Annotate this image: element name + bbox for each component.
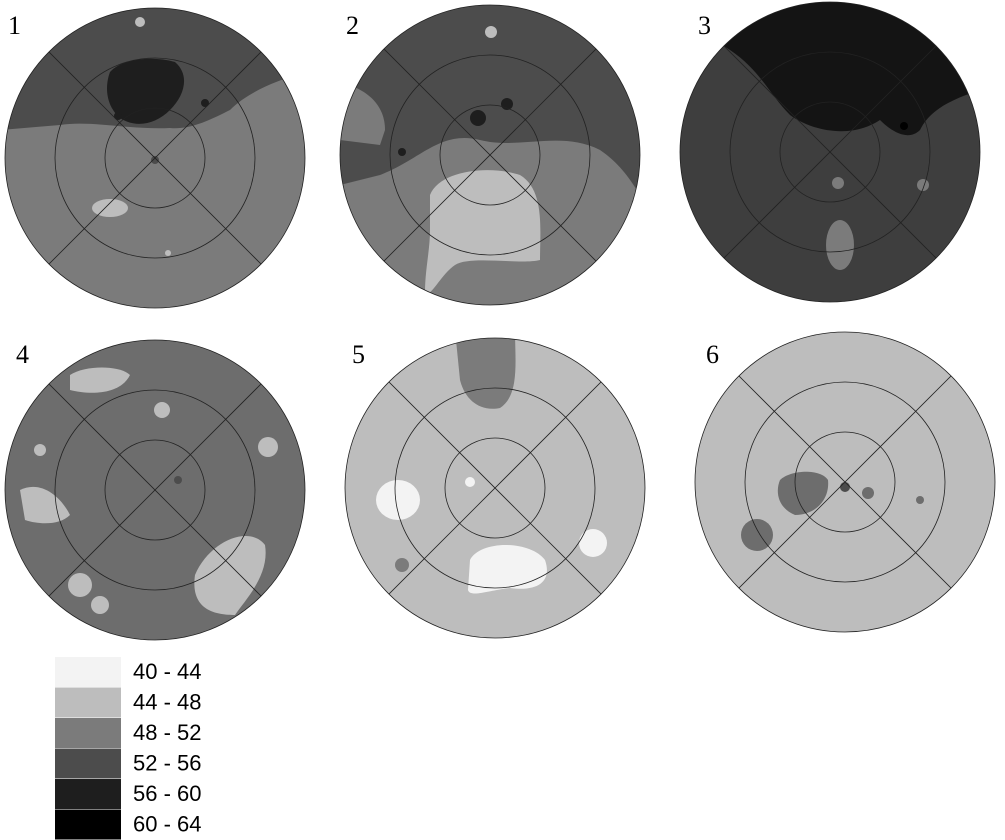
spoke	[738, 375, 952, 589]
ring	[54, 389, 256, 591]
legend-swatch	[55, 657, 121, 687]
rim	[694, 331, 996, 633]
spoke	[723, 45, 937, 259]
legend-label: 52 - 56	[133, 750, 202, 775]
polar-grid	[679, 1, 981, 303]
legend-swatch	[55, 748, 121, 779]
ring	[54, 57, 256, 259]
legend-swatch	[55, 809, 121, 840]
legend-swatch	[55, 687, 121, 718]
ring	[389, 54, 591, 256]
legend-label: 44 - 48	[133, 689, 202, 714]
spoke	[48, 51, 262, 265]
polar-grid	[339, 4, 641, 306]
legend: 40 - 44 44 - 48 48 - 52 52 - 56 56 - 60 60 - …	[55, 657, 202, 840]
spoke	[383, 48, 597, 262]
polar-grid	[4, 7, 306, 309]
spoke	[48, 383, 262, 597]
legend-label: 56 - 60	[133, 781, 202, 806]
rim	[4, 339, 306, 641]
legend-label: 60 - 64	[133, 811, 202, 836]
legend-label: 40 - 44	[133, 659, 202, 684]
ring	[104, 107, 206, 209]
legend-label: 48 - 52	[133, 720, 202, 745]
panel-label: 6	[706, 340, 719, 369]
ring	[729, 51, 931, 253]
ring	[104, 439, 206, 541]
ring	[394, 387, 596, 589]
legend-swatch	[55, 779, 121, 809]
ring	[439, 104, 541, 206]
rim	[339, 4, 641, 306]
rim	[679, 1, 981, 303]
panel-label: 5	[352, 340, 365, 369]
legend-swatch	[55, 718, 121, 748]
polar-grid	[344, 337, 646, 639]
polar-grid	[4, 339, 306, 641]
panel-label: 3	[698, 11, 711, 40]
ring	[744, 381, 946, 583]
rim	[4, 7, 306, 309]
spoke	[388, 381, 602, 595]
rim	[344, 337, 646, 639]
ring	[444, 437, 546, 539]
ring	[794, 431, 896, 533]
ring	[779, 101, 881, 203]
panel-label: 4	[16, 340, 29, 369]
polar-grid	[694, 331, 996, 633]
panel-label: 2	[346, 11, 359, 40]
panel	[345, 338, 645, 638]
grid-lines	[4, 1, 996, 641]
panel-label: 1	[8, 11, 21, 40]
panel	[340, 5, 640, 305]
